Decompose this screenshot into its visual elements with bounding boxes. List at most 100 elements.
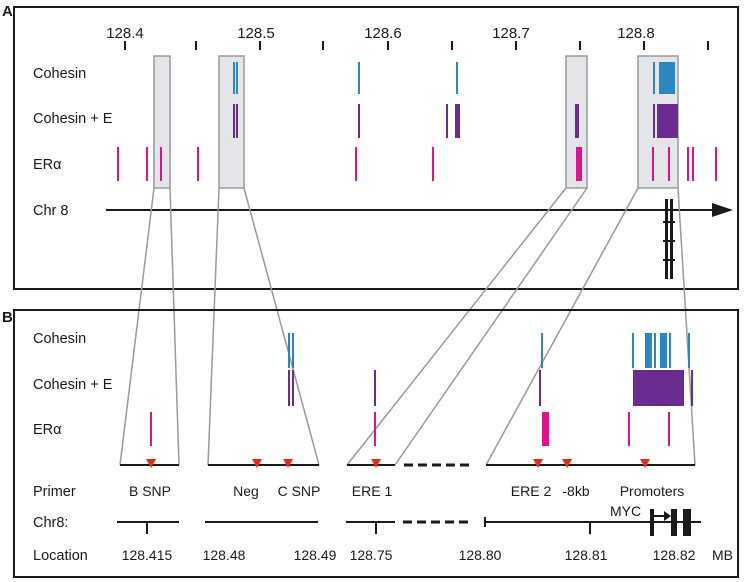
panel-b-cohesin-e-peaks — [288, 370, 693, 406]
cohesin-e-peak — [633, 370, 684, 406]
cohesin-peak — [688, 333, 690, 368]
track-label-er: ERα — [33, 157, 62, 173]
highlight-neg-csnp — [218, 55, 245, 189]
er-peak — [374, 412, 376, 446]
panel-a-frame — [13, 6, 739, 290]
cohesin-peak — [669, 333, 671, 368]
primer-label-b-snp: B SNP — [129, 483, 171, 499]
er-peak — [652, 147, 654, 181]
myc-mark — [670, 199, 673, 279]
cohesin-peak — [654, 333, 656, 368]
cohesin-e-peak — [374, 370, 376, 406]
er-peak — [117, 147, 119, 181]
myc-tss-arrowhead — [664, 511, 671, 521]
cohesin-e-peak — [653, 104, 655, 138]
er-peak — [628, 412, 630, 446]
zoom-connector — [207, 187, 220, 466]
er-peak — [576, 147, 582, 181]
location-label: 128.81 — [565, 547, 608, 563]
zoom-connector — [169, 187, 180, 466]
primer-label-c-snp: C SNP — [278, 483, 321, 499]
cohesin-peak — [659, 62, 675, 94]
primer-label-ere1: ERE 1 — [352, 483, 393, 499]
primer-labels: B SNP Neg C SNP ERE 1 ERE 2 -8kb Promote… — [129, 483, 684, 499]
axis-label: 128.8 — [617, 25, 655, 42]
zoom-connector — [346, 187, 567, 466]
cohesin-e-peak — [233, 104, 235, 138]
location-labels: 128.415 128.48 128.49 128.75 128.80 128.… — [122, 547, 733, 563]
panel-a-axis: 128.4 128.5 128.6 128.7 128.8 — [106, 25, 709, 50]
panel-b-letter: B — [2, 309, 13, 326]
er-peak — [668, 412, 670, 446]
chr8-row-label: Chr8: — [33, 515, 68, 531]
myc-mark — [665, 199, 668, 279]
axis-label: 128.7 — [492, 25, 530, 42]
panel-a-highlights — [153, 55, 679, 189]
cohesin-e-peak — [358, 104, 360, 138]
panel-b-cohesin-peaks — [288, 333, 690, 368]
myc-exon — [650, 509, 654, 536]
myc-mark — [663, 240, 675, 242]
er-peak — [355, 147, 357, 181]
cohesin-peak — [660, 333, 667, 368]
myc-mark — [663, 259, 675, 261]
zoom-connector — [119, 187, 155, 466]
panel-a-chr8-arrow — [106, 203, 733, 217]
location-label: 128.80 — [459, 547, 502, 563]
axis-label: 128.4 — [106, 25, 144, 42]
cohesin-peak — [288, 333, 290, 368]
primer-marker — [252, 459, 262, 468]
cohesin-e-peak — [292, 370, 294, 406]
location-label: 128.48 — [203, 547, 246, 563]
myc-gene: MYC — [610, 503, 691, 536]
panel-a-cohesin-peaks — [233, 62, 675, 94]
track-label-er: ERα — [33, 422, 62, 438]
panel-a-cohesin-e-peaks — [233, 104, 678, 138]
cohesin-peak — [632, 333, 634, 368]
cohesin-e-peak — [455, 104, 460, 138]
zoom-connector — [394, 187, 588, 466]
primer-marker — [146, 459, 156, 468]
zoom-connector — [677, 187, 696, 466]
panel-b-frame — [13, 309, 739, 578]
cohesin-peak — [456, 62, 458, 94]
myc-gene-label: MYC — [610, 503, 641, 519]
cohesin-peak — [233, 62, 235, 94]
er-peak — [668, 147, 670, 181]
cohesin-peak — [645, 333, 652, 368]
primer-marker — [283, 459, 293, 468]
cohesin-e-peak — [236, 104, 238, 138]
location-label: 128.49 — [294, 547, 337, 563]
location-row-label: Location — [33, 548, 88, 564]
panel-a-letter: A — [2, 3, 13, 20]
location-label: 128.415 — [122, 547, 173, 563]
chr8-segments — [117, 517, 701, 527]
er-peak — [715, 147, 717, 181]
cohesin-peak — [236, 62, 238, 94]
panel-b-er-peaks — [150, 412, 670, 446]
panel-a-er-peaks — [117, 147, 717, 181]
primer-label-ere2: ERE 2 — [511, 483, 552, 499]
er-peak — [542, 412, 549, 446]
zoom-connector — [243, 187, 320, 466]
er-peak — [687, 147, 689, 181]
er-peak — [146, 147, 148, 181]
myc-mark — [663, 221, 675, 223]
primer-label-8kb: -8kb — [562, 483, 589, 499]
primer-label-promoters: Promoters — [620, 483, 685, 499]
myc-exon — [683, 509, 691, 536]
zoom-connector — [485, 187, 639, 466]
er-peak — [197, 147, 199, 181]
er-peak — [692, 147, 694, 181]
cohesin-e-peak — [539, 370, 541, 406]
cohesin-e-peak — [657, 104, 678, 138]
er-peak — [150, 412, 152, 446]
primer-marker — [562, 459, 572, 468]
cohesin-peak — [541, 333, 543, 368]
primer-label-neg: Neg — [233, 483, 259, 499]
cohesin-e-peak — [575, 104, 579, 138]
chr8-arrowhead — [712, 203, 733, 217]
track-label-cohesin-e: Cohesin + E — [33, 111, 113, 127]
location-ticks — [146, 522, 591, 534]
cohesin-e-peak — [288, 370, 290, 406]
